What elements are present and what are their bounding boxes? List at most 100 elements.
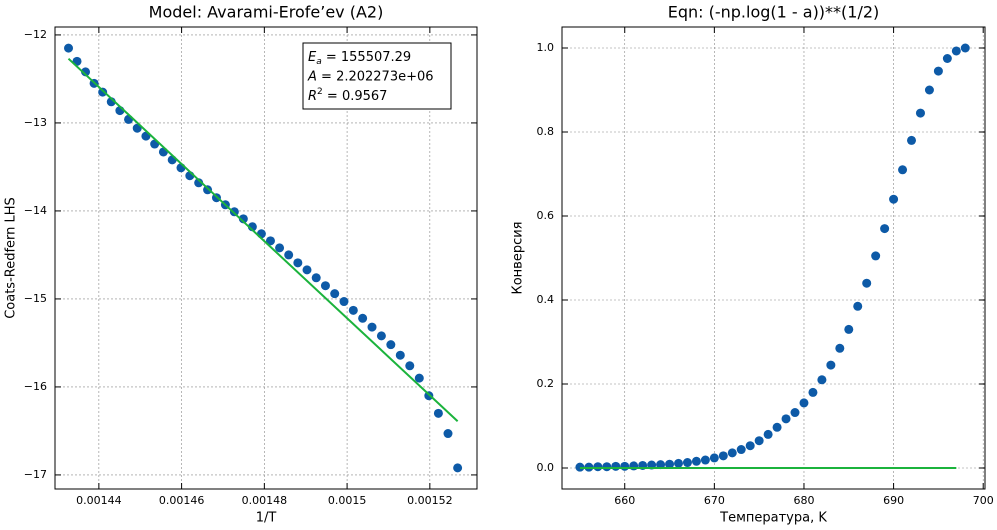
data-point [736, 445, 746, 455]
y-tick-label: 0.0 [537, 461, 555, 474]
data-point [620, 461, 630, 471]
data-point [727, 448, 737, 458]
data-point [915, 108, 925, 118]
x-tick-label: 660 [614, 494, 635, 507]
data-point [395, 350, 405, 360]
y-tick-label: 0.4 [537, 293, 555, 306]
annotation: A = 2.202273e+06 [307, 69, 434, 84]
data-point [781, 414, 791, 424]
data-point [265, 236, 275, 246]
data-point [311, 273, 321, 283]
data-point [194, 178, 204, 188]
data-point [293, 258, 303, 268]
data-point [414, 373, 424, 383]
x-tick-label: 700 [973, 494, 994, 507]
annotation-value: = 155507.29 [322, 50, 411, 65]
data-point [691, 456, 701, 466]
data-point [826, 360, 836, 370]
y-tick-label: −12 [24, 28, 47, 41]
annotation-sub: a [316, 57, 322, 67]
annotation-value: = 0.9567 [323, 89, 388, 104]
data-point [611, 461, 621, 471]
y-axis-label: Конверсия [511, 221, 526, 294]
data-point [376, 331, 386, 341]
data-point [275, 243, 285, 253]
y-tick-label: 0.8 [537, 125, 555, 138]
data-point [203, 185, 213, 195]
data-point [302, 265, 312, 275]
y-tick-label: −15 [24, 292, 47, 305]
data-point [284, 250, 294, 260]
data-point [386, 340, 396, 350]
annotation-var: E [308, 50, 317, 65]
data-point [718, 451, 728, 461]
y-tick-label: 1.0 [537, 41, 555, 54]
data-point [339, 297, 349, 307]
data-point [674, 458, 684, 468]
y-axis-label: Coats-Redfern LHS [4, 197, 19, 319]
data-point [656, 460, 666, 470]
data-point [933, 66, 943, 76]
data-point [682, 458, 692, 468]
data-point [817, 375, 827, 385]
data-point [320, 281, 330, 291]
chart-title: Eqn: (-np.log(1 - a))**(1/2) [668, 3, 880, 22]
data-point [844, 324, 854, 334]
data-point [167, 155, 177, 165]
annotation: R2 = 0.9567 [308, 87, 387, 104]
data-point [348, 305, 358, 315]
data-point [64, 43, 74, 53]
data-point [799, 398, 809, 408]
data-point [405, 361, 415, 371]
axes-frame [561, 26, 986, 490]
annotation-var: A [307, 69, 317, 84]
data-point [98, 87, 108, 97]
data-point [853, 301, 863, 311]
data-point [898, 165, 908, 175]
x-tick-label: 0.0015 [328, 494, 367, 507]
data-point [443, 429, 453, 439]
y-tick-label: 0.6 [537, 209, 555, 222]
x-axis-label: 1/T [256, 511, 277, 526]
data-point [763, 429, 773, 439]
data-point [889, 194, 899, 204]
annotation-value: = 2.202273e+06 [317, 69, 434, 84]
x-tick-label: 680 [793, 494, 814, 507]
data-point [808, 387, 818, 397]
data-point [880, 224, 890, 234]
x-tick-label: 0.00146 [159, 494, 205, 507]
data-point [602, 462, 612, 472]
data-point [835, 343, 845, 353]
data-point [256, 229, 266, 239]
x-tick-label: 670 [704, 494, 725, 507]
x-tick-label: 690 [883, 494, 904, 507]
data-point [238, 214, 248, 224]
chart-title: Model: Avarami-Erofe’ev (A2) [149, 3, 384, 22]
annotation-var: R [308, 89, 317, 104]
data-point [772, 422, 782, 432]
data-point [951, 46, 961, 56]
data-point [433, 408, 443, 418]
annotation-box [302, 42, 452, 110]
fit-line [67, 57, 459, 422]
x-tick-label: 0.00148 [242, 494, 288, 507]
y-tick-label: −16 [24, 380, 47, 393]
data-point [871, 251, 881, 261]
data-point [924, 85, 934, 95]
y-tick-label: −17 [24, 468, 47, 481]
x-axis-label: Температура, K [719, 511, 827, 526]
data-point [709, 453, 719, 463]
data-point [367, 322, 377, 332]
y-tick-label: −13 [24, 116, 47, 129]
data-point [700, 455, 710, 465]
data-point [862, 278, 872, 288]
data-point [330, 289, 340, 299]
data-point [745, 441, 755, 451]
y-tick-label: 0.2 [537, 377, 555, 390]
x-tick-label: 0.00152 [407, 494, 453, 507]
data-point [453, 463, 463, 473]
y-tick-label: −14 [24, 204, 47, 217]
data-point [960, 43, 970, 53]
